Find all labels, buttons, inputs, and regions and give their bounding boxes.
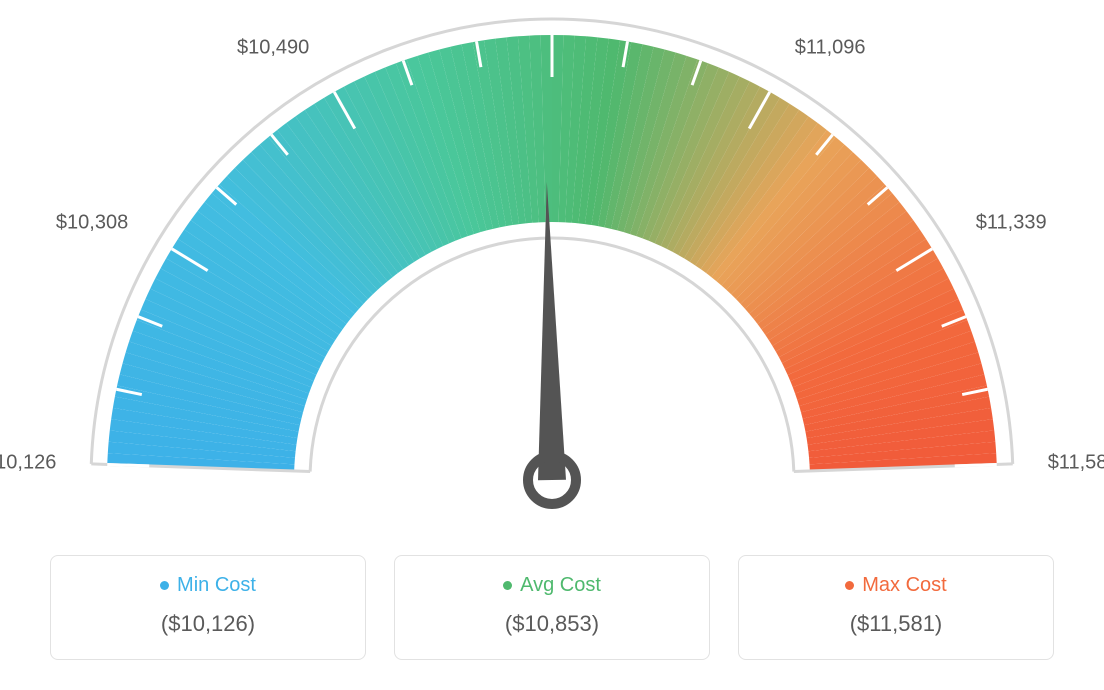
legend-card-avg-cost: Avg Cost ($10,853) [394, 555, 710, 660]
gauge-tick-label: $11,581 [1048, 452, 1104, 474]
legend-title: Avg Cost [503, 574, 601, 597]
legend-value: ($10,126) [61, 611, 355, 637]
legend-title-text: Avg Cost [520, 574, 601, 597]
gauge-tick-label: $11,339 [976, 211, 1047, 233]
gauge-svg: $10,126$10,308$10,490$10,853$11,096$11,3… [0, 0, 1104, 540]
legend-dot-icon [503, 581, 512, 590]
gauge-tick-label: $10,308 [56, 211, 128, 233]
legend-dot-icon [845, 581, 854, 590]
gauge-tick-label: $10,126 [0, 452, 56, 474]
legend-value: ($11,581) [749, 611, 1043, 637]
legend-value: ($10,853) [405, 611, 699, 637]
legend-title: Max Cost [845, 574, 946, 597]
legend-card-max-cost: Max Cost ($11,581) [738, 555, 1054, 660]
legend-title-text: Max Cost [862, 574, 946, 597]
legend-row: Min Cost ($10,126) Avg Cost ($10,853) Ma… [50, 555, 1054, 660]
cost-gauge-chart: $10,126$10,308$10,490$10,853$11,096$11,3… [0, 0, 1104, 690]
gauge-tick-label: $11,096 [795, 36, 866, 58]
legend-title-text: Min Cost [177, 574, 256, 597]
gauge-tick-label: $10,490 [237, 36, 309, 58]
legend-card-min-cost: Min Cost ($10,126) [50, 555, 366, 660]
legend-title: Min Cost [160, 574, 256, 597]
gauge-area: $10,126$10,308$10,490$10,853$11,096$11,3… [0, 0, 1104, 540]
legend-dot-icon [160, 581, 169, 590]
